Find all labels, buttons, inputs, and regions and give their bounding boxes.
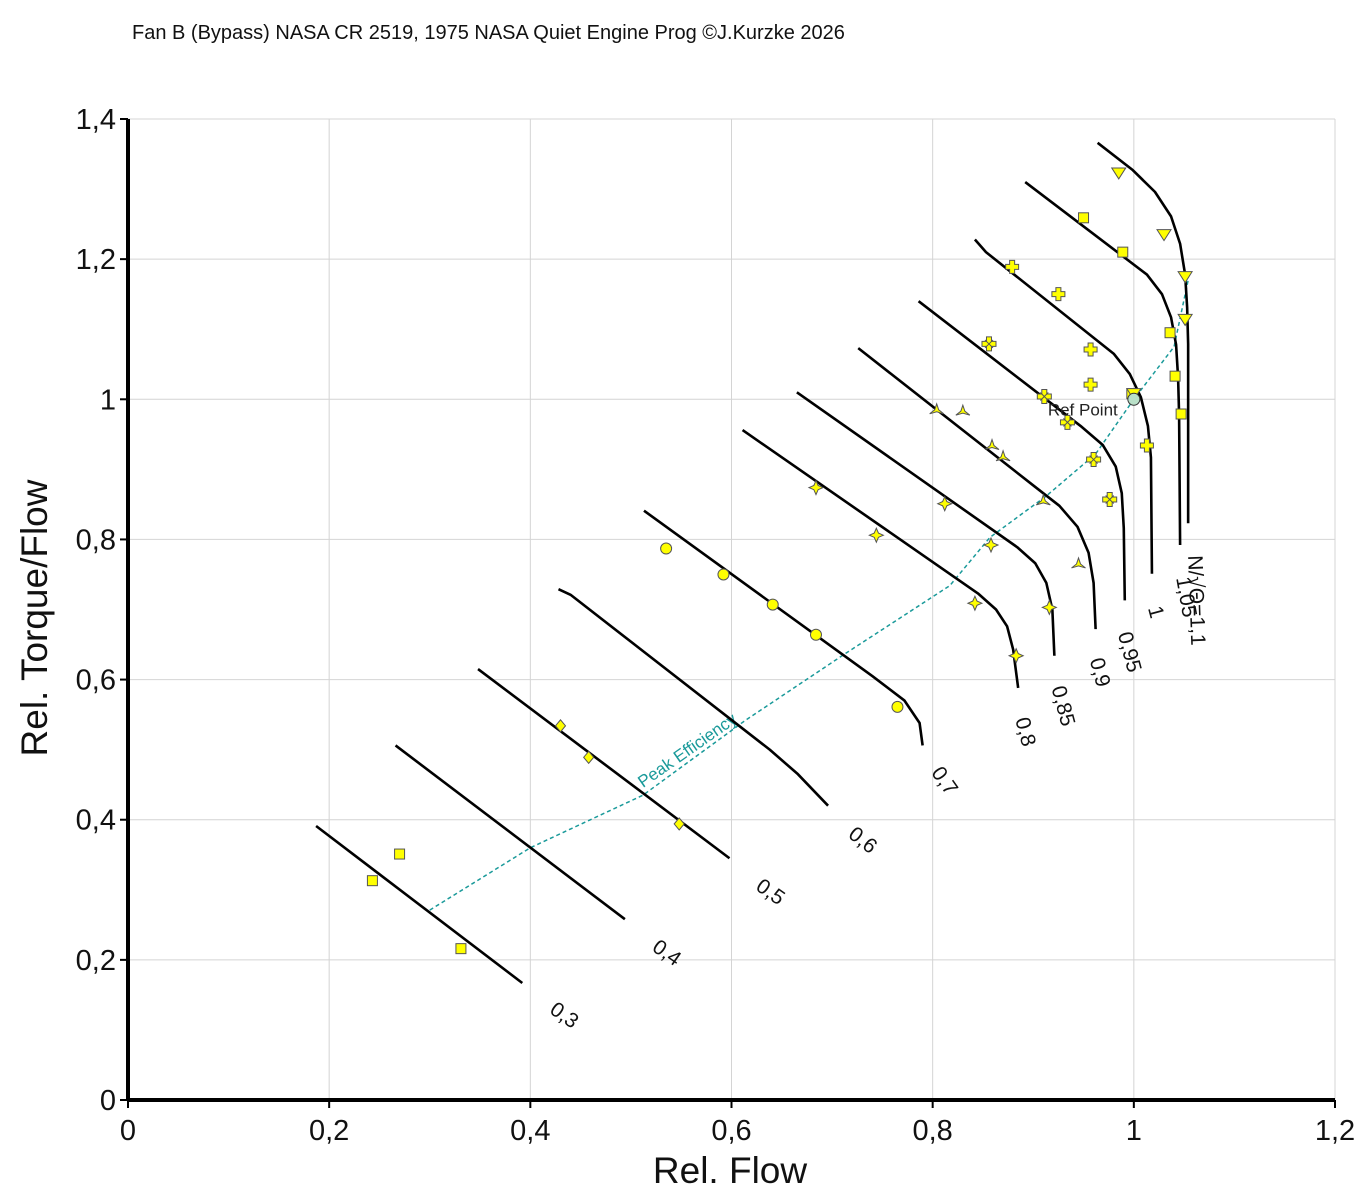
speed-line-label: 0,85 xyxy=(1047,683,1080,728)
data-point xyxy=(717,568,730,581)
peak-efficiency-line xyxy=(429,280,1189,911)
data-point xyxy=(995,449,1011,462)
peak-efficiency-label: Peak Efficiency xyxy=(634,709,740,791)
tick-labels: 0 0,2 0,4 0,6 0,8 1 1,2 0 0,2 0,4 0,6 0,8 1 1,2 1,4 xyxy=(76,104,1355,1147)
y-tick-label: 0,4 xyxy=(76,805,116,837)
x-tick-label: 0,4 xyxy=(510,1115,550,1147)
y-tick-label: 1 xyxy=(100,384,116,416)
data-point xyxy=(809,628,822,641)
ref-point-marker xyxy=(1127,392,1141,406)
data-point xyxy=(868,526,885,544)
x-tick-label: 0 xyxy=(120,1115,136,1147)
speed-line-label: 0,95 xyxy=(1113,629,1146,674)
x-tick-label: 0,8 xyxy=(913,1115,953,1147)
y-tick-label: 0,2 xyxy=(76,945,116,977)
data-point xyxy=(1059,414,1075,430)
data-point xyxy=(891,700,904,713)
data-point xyxy=(955,403,971,416)
data-point xyxy=(1177,313,1194,327)
data-point xyxy=(1156,229,1172,242)
data-point xyxy=(1051,287,1066,302)
speed-line-label: 0,3 xyxy=(546,998,583,1034)
data-point xyxy=(1177,271,1194,284)
speed-line-label: 0,5 xyxy=(752,874,789,910)
data-point xyxy=(929,402,945,415)
y-tick-label: 0,8 xyxy=(76,524,116,556)
data-point xyxy=(1078,212,1090,224)
y-tick-label: 0 xyxy=(100,1085,116,1117)
y-tick-label: 1,2 xyxy=(76,244,116,276)
speed-line-label: 0,7 xyxy=(927,762,963,799)
data-point xyxy=(1117,246,1129,258)
data-point xyxy=(1007,647,1025,665)
speed-line xyxy=(394,744,626,921)
speed-line xyxy=(917,300,1127,601)
speed-line-label: N/√Θ=1,1 xyxy=(1183,555,1209,646)
data-point xyxy=(1110,167,1127,180)
data-point xyxy=(1041,599,1058,616)
x-tick-label: 1,2 xyxy=(1315,1115,1355,1147)
data-point-stroke xyxy=(1039,392,1049,401)
data-point xyxy=(1083,342,1098,357)
speed-line xyxy=(557,588,829,807)
peak-efficiency-layer: Peak Efficiency xyxy=(429,280,1189,911)
x-axis-label: Rel. Flow xyxy=(653,1150,807,1191)
speed-line xyxy=(857,347,1097,630)
data-point xyxy=(766,598,779,611)
speed-line xyxy=(1096,141,1190,524)
data-point xyxy=(660,542,673,555)
speed-line xyxy=(477,668,731,860)
speed-line-label: 0,9 xyxy=(1085,655,1115,689)
data-point xyxy=(1036,388,1052,404)
data-point xyxy=(1164,327,1176,339)
data-point xyxy=(981,336,997,352)
data-point xyxy=(807,479,825,496)
data-point-stroke xyxy=(984,339,994,349)
data-point xyxy=(1169,370,1181,382)
data-point xyxy=(1102,491,1118,507)
data-point xyxy=(1083,377,1098,392)
speed-line-label: 0,4 xyxy=(648,935,685,971)
data-point-stroke xyxy=(1089,455,1098,464)
speed-line xyxy=(796,391,1056,656)
y-axis-label: Rel. Torque/Flow xyxy=(14,479,55,756)
speed-line xyxy=(741,429,1020,689)
chart-title: Fan B (Bypass) NASA CR 2519, 1975 NASA Q… xyxy=(132,22,845,44)
data-point xyxy=(1071,556,1086,569)
speed-line-label: 0,6 xyxy=(844,822,881,858)
data-point xyxy=(455,943,467,955)
data-point xyxy=(1005,259,1020,274)
data-point xyxy=(984,437,1000,451)
data-point xyxy=(936,495,953,512)
y-tick-label: 0,6 xyxy=(76,665,116,697)
data-point xyxy=(673,817,685,831)
axes xyxy=(120,118,1336,1108)
data-point-stroke xyxy=(1063,418,1072,427)
speed-line xyxy=(315,824,524,985)
data-point xyxy=(1139,438,1154,453)
data-point xyxy=(554,719,567,733)
data-point xyxy=(966,594,984,612)
data-point xyxy=(366,875,378,887)
data-point xyxy=(1086,452,1102,468)
speed-line-label: 1 xyxy=(1143,603,1168,620)
measured-points: Ref Point xyxy=(366,167,1194,955)
x-tick-label: 0,6 xyxy=(711,1115,751,1147)
speed-line xyxy=(643,509,924,746)
data-point xyxy=(1035,493,1051,506)
data-point xyxy=(394,848,406,860)
speed-line-label: 0,8 xyxy=(1010,715,1040,749)
ref-point-label: Ref Point xyxy=(1048,400,1118,419)
speed-line xyxy=(1024,181,1182,546)
data-point xyxy=(1175,408,1187,420)
data-point-stroke xyxy=(1105,495,1115,504)
speed-lines xyxy=(315,141,1190,985)
data-point xyxy=(583,750,595,765)
x-tick-label: 0,2 xyxy=(309,1115,349,1147)
y-tick-label: 1,4 xyxy=(76,104,116,136)
x-tick-label: 1 xyxy=(1126,1115,1142,1147)
data-point xyxy=(982,536,1000,554)
